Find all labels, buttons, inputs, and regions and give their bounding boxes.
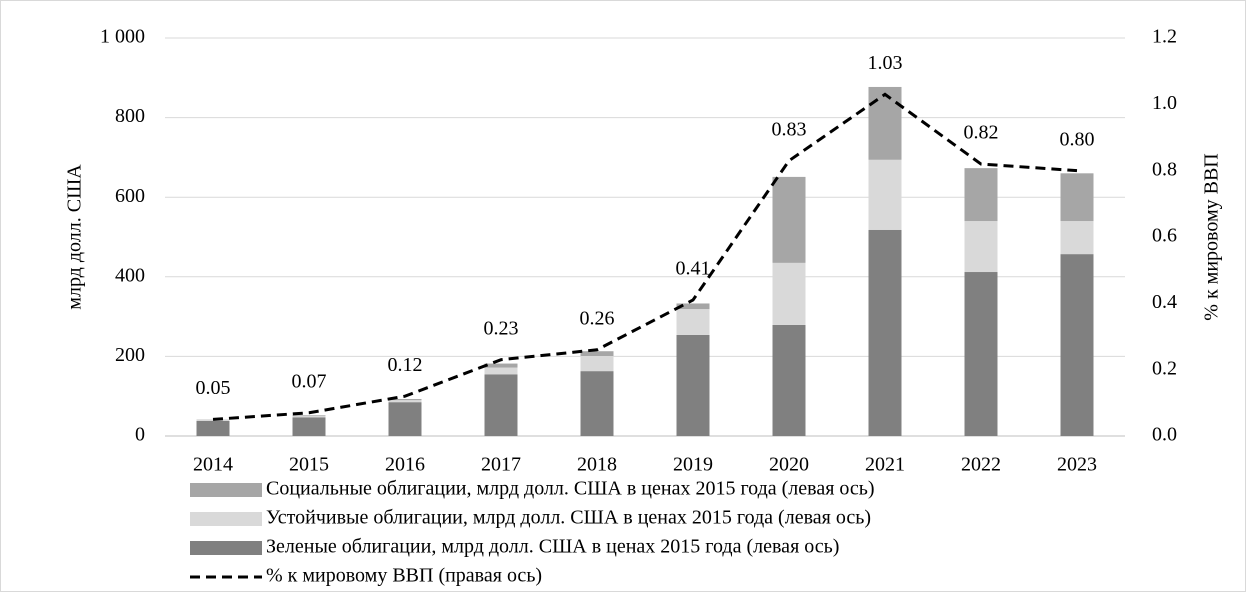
legend-label: Устойчивые облигации, млрд долл. США в ц… <box>266 507 871 529</box>
bar <box>580 371 614 436</box>
bar <box>196 420 230 436</box>
bar <box>1060 173 1094 222</box>
legend-label: Зеленые облигации, млрд долл. США в цена… <box>266 536 839 558</box>
x-tick-label: 2023 <box>1057 454 1097 476</box>
bar <box>772 262 806 325</box>
bar <box>964 221 998 273</box>
y2-tick-label: 1.2 <box>1152 26 1177 48</box>
x-tick-label: 2016 <box>385 454 425 476</box>
bar <box>196 420 230 421</box>
bar <box>388 400 422 403</box>
y2-tick-label: 0.4 <box>1152 291 1177 313</box>
data-label: 0.83 <box>772 118 807 140</box>
legend-swatch <box>190 483 262 497</box>
bar <box>772 324 806 436</box>
bar <box>292 416 326 418</box>
y-tick-label: 0 <box>135 424 145 446</box>
y2-tick-label: 0.0 <box>1152 424 1177 446</box>
bar <box>676 309 710 335</box>
x-tick-label: 2019 <box>673 454 713 476</box>
bar <box>868 229 902 436</box>
bar <box>484 367 518 375</box>
y-axis-title: млрд долл. США <box>64 164 86 310</box>
bar <box>484 374 518 436</box>
bar <box>388 402 422 436</box>
x-tick-label: 2014 <box>193 454 233 476</box>
x-tick-label: 2017 <box>481 454 521 476</box>
data-label: 0.41 <box>676 258 711 280</box>
line <box>212 92 1078 421</box>
x-tick-label: 2020 <box>769 454 809 476</box>
bar <box>676 334 710 436</box>
y2-tick-label: 0.2 <box>1152 357 1177 379</box>
bar <box>868 159 902 230</box>
bar <box>292 415 326 417</box>
bar <box>484 363 518 368</box>
bar <box>868 86 902 160</box>
bar <box>292 417 326 436</box>
y2-tick-label: 1.0 <box>1152 92 1177 114</box>
bar <box>1060 221 1094 255</box>
y-tick-label: 600 <box>115 185 145 207</box>
x-tick-label: 2015 <box>289 454 329 476</box>
data-label: 0.12 <box>388 354 423 376</box>
y2-tick-label: 0.6 <box>1152 225 1177 247</box>
y2-axis-title: % к мировому ВВП <box>1201 153 1223 320</box>
legend-swatch <box>190 541 262 555</box>
bar <box>772 176 806 263</box>
data-label: 0.07 <box>292 370 327 392</box>
data-label: 0.82 <box>964 122 999 144</box>
data-label: 0.23 <box>484 317 519 339</box>
bar <box>676 303 710 310</box>
y2-tick-label: 0.8 <box>1152 158 1177 180</box>
bar <box>1060 254 1094 436</box>
legend-swatch <box>190 512 262 526</box>
y-tick-label: 1 000 <box>100 26 145 48</box>
bar <box>580 356 614 372</box>
legend-label: % к мировому ВВП (правая ось) <box>266 565 542 587</box>
data-label: 0.26 <box>580 307 615 329</box>
x-tick-label: 2022 <box>961 454 1001 476</box>
bar <box>964 168 998 222</box>
bar <box>964 272 998 436</box>
data-label: 1.03 <box>868 52 903 74</box>
data-label: 0.80 <box>1060 128 1095 150</box>
legend-label: Социальные облигации, млрд долл. США в ц… <box>266 478 875 500</box>
data-label: 0.05 <box>196 377 231 399</box>
x-tick-label: 2018 <box>577 454 617 476</box>
bar <box>388 398 422 401</box>
x-tick-label: 2021 <box>865 454 905 476</box>
bar <box>580 351 614 357</box>
y-tick-label: 800 <box>115 105 145 127</box>
y-tick-label: 200 <box>115 344 145 366</box>
y-tick-label: 400 <box>115 264 145 286</box>
